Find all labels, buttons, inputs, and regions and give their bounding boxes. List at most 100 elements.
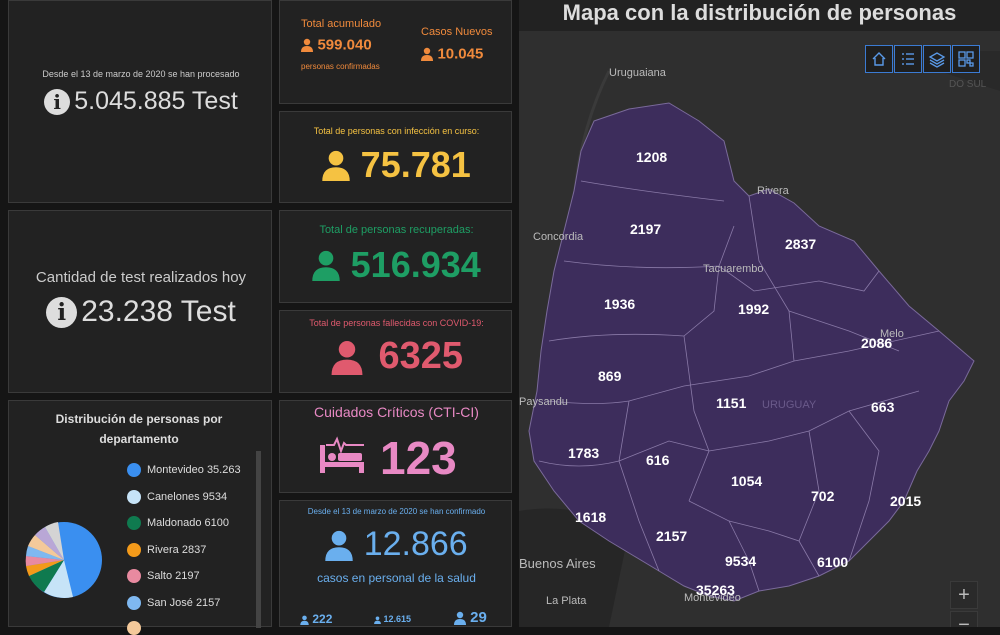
basemap-button[interactable] bbox=[952, 45, 980, 73]
legend-scrollbar[interactable] bbox=[256, 451, 261, 628]
home-button[interactable] bbox=[865, 45, 893, 73]
new-cases-label: Casos Nuevos bbox=[421, 26, 493, 38]
legend-dot bbox=[127, 490, 141, 504]
pie-slice-san-jose bbox=[26, 546, 64, 560]
legend-item bbox=[127, 621, 147, 635]
region-value: 702 bbox=[811, 488, 835, 504]
home-icon bbox=[872, 52, 886, 66]
distribution-title: Distribución de personas por departament… bbox=[55, 412, 223, 446]
list-icon bbox=[902, 53, 914, 65]
region-value: 1054 bbox=[731, 473, 762, 489]
pie-slice-rivera bbox=[26, 560, 64, 576]
uruguay-region[interactable] bbox=[528, 102, 975, 602]
region-value: 616 bbox=[646, 452, 670, 468]
accumulated-label: Total acumulado bbox=[301, 18, 382, 30]
region-value: 2197 bbox=[630, 221, 661, 237]
legend-item: Salto 2197 bbox=[127, 569, 200, 583]
legend-name: San José bbox=[147, 596, 193, 609]
place-label-melo: Melo bbox=[880, 328, 904, 340]
region-value: 2015 bbox=[890, 493, 921, 509]
accumulated-panel: Total acumulado 599.040 personas confirm… bbox=[279, 0, 512, 104]
region-value: 663 bbox=[871, 399, 895, 415]
legend-value: 6100 bbox=[204, 516, 229, 529]
place-label-montevideo: Montevideo bbox=[684, 592, 741, 604]
layers-icon bbox=[928, 52, 946, 68]
active-panel: Total de personas con infección en curso… bbox=[279, 111, 512, 203]
deceased-value: 6325 bbox=[378, 335, 463, 377]
tests-total-panel: Desde el 13 de marzo de 2020 se han proc… bbox=[8, 0, 272, 203]
person-icon bbox=[374, 616, 381, 624]
region-value: 9534 bbox=[725, 553, 756, 569]
region-value: 869 bbox=[598, 368, 622, 384]
person-icon bbox=[301, 38, 313, 52]
legend-name: Canelones bbox=[147, 490, 200, 503]
map-title: Mapa con la distribución de personas bbox=[519, 0, 1000, 31]
legend-value: 2837 bbox=[181, 543, 207, 556]
person-icon bbox=[331, 340, 363, 375]
legend-name: Maldonado bbox=[147, 516, 202, 529]
person-icon bbox=[421, 47, 433, 61]
tests-today-value: 23.238 Test bbox=[81, 295, 236, 328]
legend-item: Rivera 2837 bbox=[127, 543, 206, 557]
info-icon: i bbox=[46, 296, 78, 328]
place-label-la-plata: La Plata bbox=[546, 595, 587, 607]
legend-name: Rivera bbox=[147, 543, 179, 556]
critical-label: Cuidados Críticos (CTI-CI) bbox=[314, 404, 479, 420]
info-icon: i bbox=[44, 88, 71, 115]
legend-dot bbox=[127, 463, 141, 477]
region-value: 2086 bbox=[861, 335, 892, 351]
legend-item: San José 2157 bbox=[127, 596, 220, 610]
legend-item: Maldonado 6100 bbox=[127, 516, 229, 530]
health-staff-sublabel: casos en personal de la salud bbox=[317, 571, 476, 585]
qr-grid-icon bbox=[958, 51, 974, 67]
pie-slice-other-3 bbox=[45, 522, 64, 560]
region-value: 1208 bbox=[636, 149, 667, 165]
stat-value: 222 bbox=[312, 612, 333, 626]
place-label-paysandu: Paysandu bbox=[519, 396, 568, 408]
place-label-do-sul: DO SUL bbox=[949, 79, 987, 90]
map-canvas[interactable]: Uruguaiana Concordia Tacuarembo Melo URU… bbox=[519, 31, 1000, 627]
distribution-pie-chart bbox=[25, 522, 102, 598]
person-icon bbox=[454, 611, 466, 626]
accumulated-sublabel: personas confirmadas bbox=[301, 62, 380, 71]
pie-slice-canelones bbox=[44, 560, 73, 598]
legend-value: 35.263 bbox=[206, 463, 241, 476]
legend-dot bbox=[127, 516, 141, 530]
legend-dot bbox=[127, 596, 141, 610]
deceased-label: Total de personas fallecidas con COVID-1… bbox=[309, 318, 484, 328]
legend-item: Montevideo 35.263 bbox=[127, 463, 241, 477]
zoom-out-button[interactable]: − bbox=[950, 611, 978, 627]
person-icon bbox=[300, 615, 309, 625]
health-staff-stat-2: 12.615 bbox=[374, 614, 411, 624]
person-icon bbox=[312, 250, 340, 281]
place-label-concordia: Concordia bbox=[533, 231, 584, 243]
region-value: 35263 bbox=[696, 582, 735, 598]
region-value: 2157 bbox=[656, 528, 687, 544]
legend-dot bbox=[127, 543, 141, 557]
stat-value: 12.615 bbox=[383, 614, 412, 624]
layers-button[interactable] bbox=[923, 45, 951, 73]
hospital-bed-icon bbox=[320, 436, 364, 473]
critical-value: 123 bbox=[380, 432, 457, 484]
legend-value: 9534 bbox=[202, 490, 228, 503]
map-view[interactable]: Uruguaiana Concordia Tacuarembo Melo URU… bbox=[519, 31, 1000, 627]
recovered-value: 516.934 bbox=[350, 244, 481, 285]
pie-slice-salto bbox=[25, 556, 65, 566]
tests-today-label: Cantidad de test realizados hoy bbox=[35, 269, 247, 286]
person-icon bbox=[325, 530, 353, 561]
region-value: 1992 bbox=[738, 301, 769, 317]
place-label-uruguay: URUGUAY bbox=[762, 399, 817, 411]
legend-item: Canelones 9534 bbox=[127, 490, 227, 504]
region-value: 6100 bbox=[817, 554, 848, 570]
recovered-panel: Total de personas recuperadas: 516.934 bbox=[279, 210, 512, 303]
zoom-in-button[interactable]: + bbox=[950, 581, 978, 609]
health-staff-stat-1: 222 bbox=[300, 612, 332, 626]
pie-slice-other-1 bbox=[28, 535, 64, 560]
health-staff-caption: Desde el 13 de marzo de 2020 se han conf… bbox=[307, 507, 486, 516]
legend-button[interactable] bbox=[894, 45, 922, 73]
pie-slice-other-2 bbox=[35, 527, 64, 560]
tests-total-caption: Desde el 13 de marzo de 2020 se han proc… bbox=[42, 69, 240, 79]
stat-value: 29 bbox=[470, 609, 487, 626]
region-value: 1151 bbox=[716, 395, 747, 411]
health-staff-stat-3: 29 bbox=[454, 609, 487, 626]
